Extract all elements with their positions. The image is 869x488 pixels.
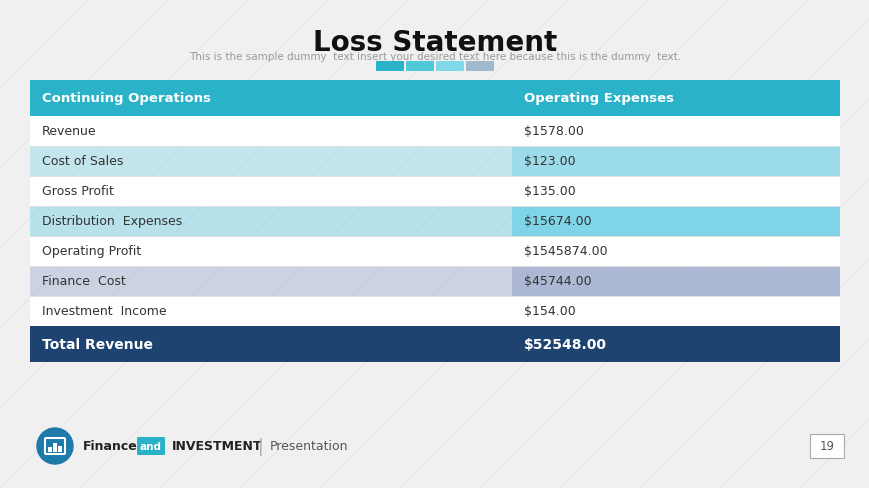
Text: Finance  Cost: Finance Cost <box>42 275 126 288</box>
FancyBboxPatch shape <box>58 446 62 452</box>
Text: $135.00: $135.00 <box>523 185 575 198</box>
FancyBboxPatch shape <box>136 437 165 455</box>
FancyBboxPatch shape <box>30 266 511 296</box>
FancyBboxPatch shape <box>30 206 511 237</box>
Text: Revenue: Revenue <box>42 125 96 138</box>
Text: |: | <box>258 437 263 455</box>
Text: Presentation: Presentation <box>269 440 348 452</box>
FancyBboxPatch shape <box>406 62 434 72</box>
Text: $154.00: $154.00 <box>523 305 575 318</box>
Text: $45744.00: $45744.00 <box>523 275 591 288</box>
FancyBboxPatch shape <box>53 443 57 452</box>
FancyBboxPatch shape <box>435 62 463 72</box>
Text: $1578.00: $1578.00 <box>523 125 583 138</box>
Text: and: and <box>140 441 162 451</box>
FancyBboxPatch shape <box>48 447 52 452</box>
Circle shape <box>37 428 73 464</box>
FancyBboxPatch shape <box>30 81 839 117</box>
FancyBboxPatch shape <box>466 62 494 72</box>
FancyBboxPatch shape <box>511 147 839 177</box>
FancyBboxPatch shape <box>30 177 839 206</box>
FancyBboxPatch shape <box>511 266 839 296</box>
Text: $123.00: $123.00 <box>523 155 575 168</box>
Text: INVESTMENT: INVESTMENT <box>172 440 262 452</box>
Text: Operating Profit: Operating Profit <box>42 245 141 258</box>
Text: Cost of Sales: Cost of Sales <box>42 155 123 168</box>
Text: Finance: Finance <box>83 440 137 452</box>
Text: Loss Statement: Loss Statement <box>313 29 556 57</box>
FancyBboxPatch shape <box>30 147 511 177</box>
FancyBboxPatch shape <box>30 326 839 362</box>
Text: Operating Expenses: Operating Expenses <box>523 92 673 105</box>
Text: Investment  Income: Investment Income <box>42 305 167 318</box>
FancyBboxPatch shape <box>375 62 403 72</box>
Text: Continuing Operations: Continuing Operations <box>42 92 210 105</box>
Text: Distribution  Expenses: Distribution Expenses <box>42 215 182 228</box>
FancyBboxPatch shape <box>45 438 65 454</box>
Text: $1545874.00: $1545874.00 <box>523 245 607 258</box>
FancyBboxPatch shape <box>30 117 839 147</box>
FancyBboxPatch shape <box>809 434 843 458</box>
Text: Total Revenue: Total Revenue <box>42 337 153 351</box>
Text: $52548.00: $52548.00 <box>523 337 607 351</box>
FancyBboxPatch shape <box>30 296 839 326</box>
Text: $15674.00: $15674.00 <box>523 215 591 228</box>
Text: Gross Profit: Gross Profit <box>42 185 114 198</box>
Text: 19: 19 <box>819 440 833 452</box>
FancyBboxPatch shape <box>30 237 839 266</box>
Text: This is the sample dummy  text insert your desired text here because this is the: This is the sample dummy text insert you… <box>189 52 680 62</box>
FancyBboxPatch shape <box>511 206 839 237</box>
